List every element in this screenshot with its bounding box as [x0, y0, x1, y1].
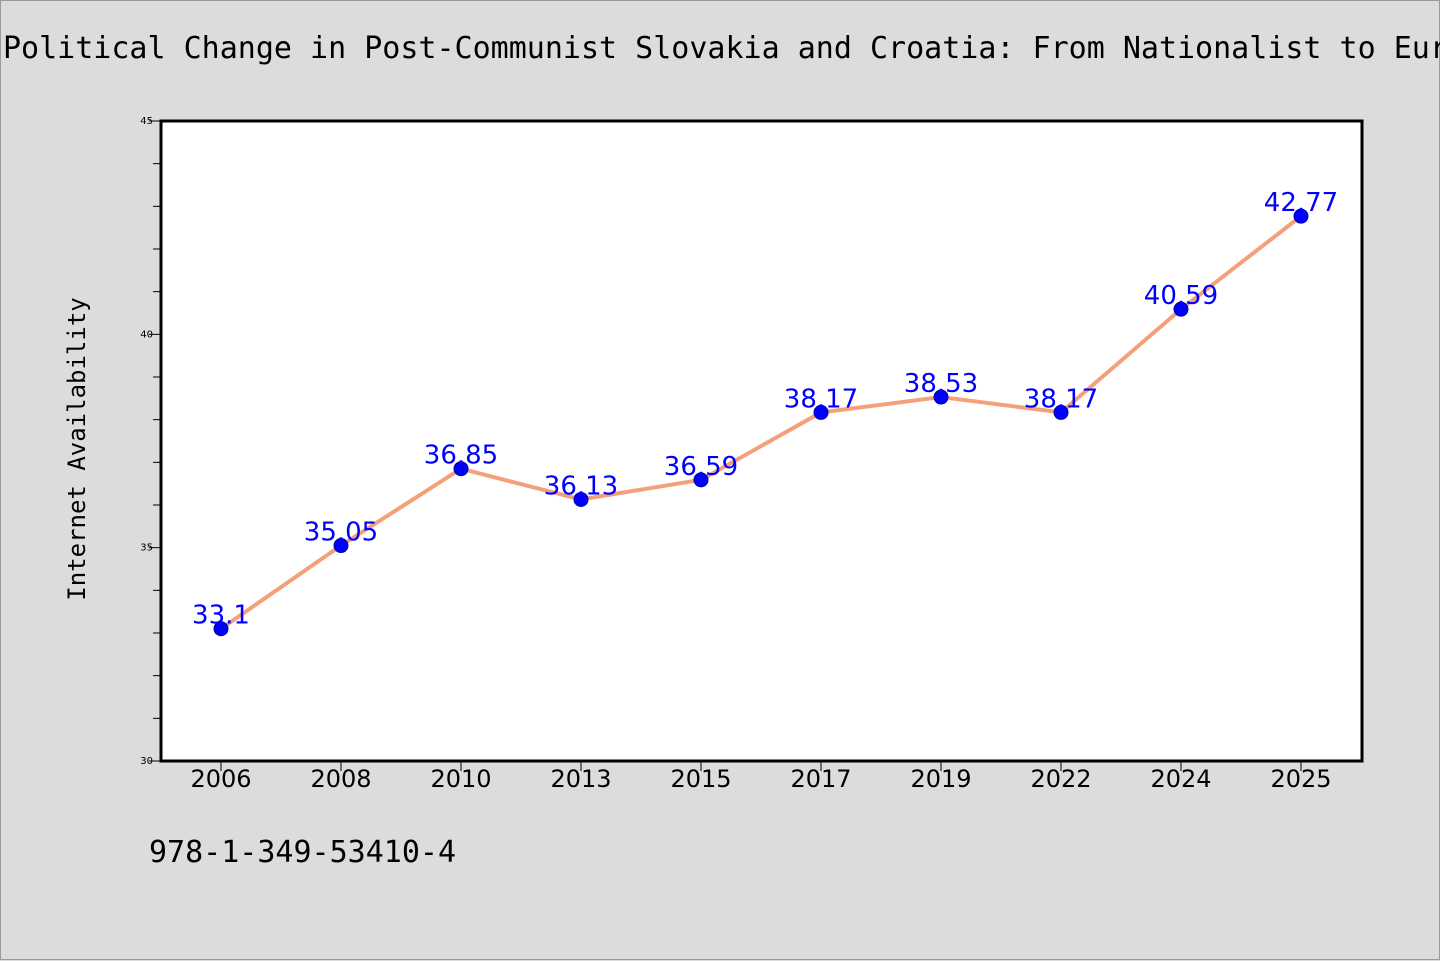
data-point [573, 491, 589, 507]
y-tick-label: 40 [140, 329, 153, 340]
footer-isbn: 978-1-349-53410-4 [149, 835, 457, 870]
data-label: 36.85 [424, 441, 498, 471]
chart-title: Political Change in Post-Communist Slova… [3, 31, 1440, 66]
data-point [1173, 301, 1189, 317]
x-tick-label: 2013 [550, 765, 611, 793]
data-point [693, 472, 709, 488]
data-label: 35.05 [304, 518, 378, 548]
series-line [219, 214, 1303, 631]
x-tick-label: 2006 [190, 765, 251, 793]
data-point [333, 538, 349, 554]
data-point [813, 404, 829, 420]
x-axis: 2006 2008 2010 2013 2015 2017 2019 2022 2024 2025 [190, 761, 1332, 793]
y-axis: 30 35 40 45 [140, 116, 161, 767]
x-tick-label: 2017 [790, 765, 851, 793]
data-point [1053, 404, 1069, 420]
data-label: 38.17 [1024, 384, 1098, 414]
y-tick-label: 35 [140, 543, 153, 554]
x-tick-label: 2015 [670, 765, 731, 793]
y-tick-label: 30 [140, 756, 153, 767]
x-tick-label: 2022 [1030, 765, 1091, 793]
x-tick-label: 2025 [1270, 765, 1331, 793]
data-label: 42.77 [1264, 188, 1338, 218]
data-label: 38.53 [904, 369, 978, 399]
data-point [453, 461, 469, 477]
data-label: 33.1 [192, 601, 250, 631]
data-point [213, 621, 229, 637]
y-tick-label: 45 [140, 116, 153, 127]
data-label: 36.59 [664, 452, 738, 482]
data-label: 38.17 [784, 384, 858, 414]
plot-area [159, 119, 1364, 763]
x-tick-label: 2010 [430, 765, 491, 793]
data-label: 36.13 [544, 471, 618, 501]
data-point [1293, 208, 1309, 224]
series-group: 33.1 35.05 36.85 36.13 36.59 38.17 38.53 38.17 4… [192, 188, 1338, 637]
data-label: 40.59 [1144, 281, 1218, 311]
x-tick-label: 2024 [1150, 765, 1211, 793]
data-point [933, 389, 949, 405]
x-tick-label: 2008 [310, 765, 371, 793]
y-axis-title: Internet Availability [63, 297, 91, 600]
x-tick-label: 2019 [910, 765, 971, 793]
